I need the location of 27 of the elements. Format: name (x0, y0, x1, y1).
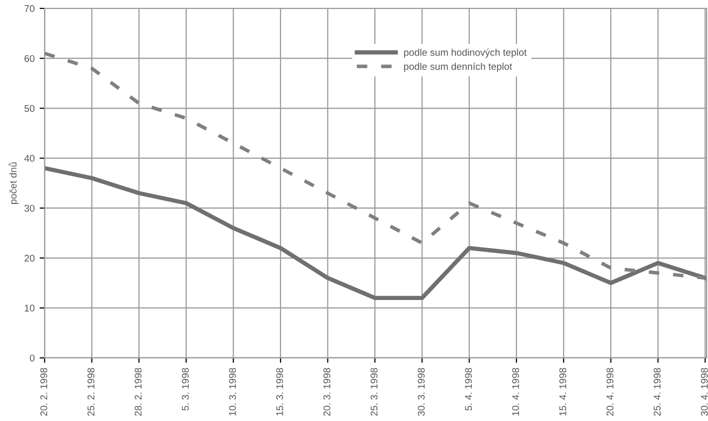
x-tick-label: 5. 3. 1998 (182, 368, 189, 410)
x-tick-label: 28. 2. 1998 (134, 368, 142, 416)
x-tick-label: 15. 3. 1998 (276, 368, 284, 416)
y-tick-label: 70 (24, 5, 35, 12)
y-tick-label: 50 (24, 104, 35, 112)
y-tick-label: 40 (24, 154, 35, 162)
x-tick-label: 20. 3. 1998 (323, 368, 330, 416)
legend-label: podle sum hodinových teplot (404, 48, 527, 58)
legend-label: podle sum denních teplot (404, 62, 512, 72)
x-tick-label: 10. 3. 1998 (229, 368, 236, 416)
y-tick-label: 10 (24, 304, 35, 312)
x-tick-label: 10. 4. 1998 (512, 368, 520, 416)
x-tick-label: 30. 3. 1998 (418, 368, 425, 416)
x-tick-label: 30. 4. 1998 (700, 368, 708, 416)
x-tick-label: 5. 4. 1998 (464, 368, 472, 410)
x-tick-label: 15. 4. 1998 (559, 368, 566, 416)
y-tick-label: 60 (24, 55, 35, 62)
x-tick-label: 20. 2. 1998 (40, 368, 48, 416)
y-tick-label: 20 (24, 254, 35, 262)
x-tick-label: 25. 3. 1998 (370, 368, 378, 416)
y-tick-label: 0 (30, 354, 34, 362)
y-axis-title: počet dnů (8, 162, 19, 204)
x-tick-label: 25. 2. 1998 (88, 368, 94, 416)
x-tick-label: 20. 4. 1998 (606, 368, 614, 416)
line-series (44, 166, 707, 300)
x-tick-label: 25. 4. 1998 (654, 368, 661, 416)
y-tick-label: 30 (24, 204, 35, 212)
